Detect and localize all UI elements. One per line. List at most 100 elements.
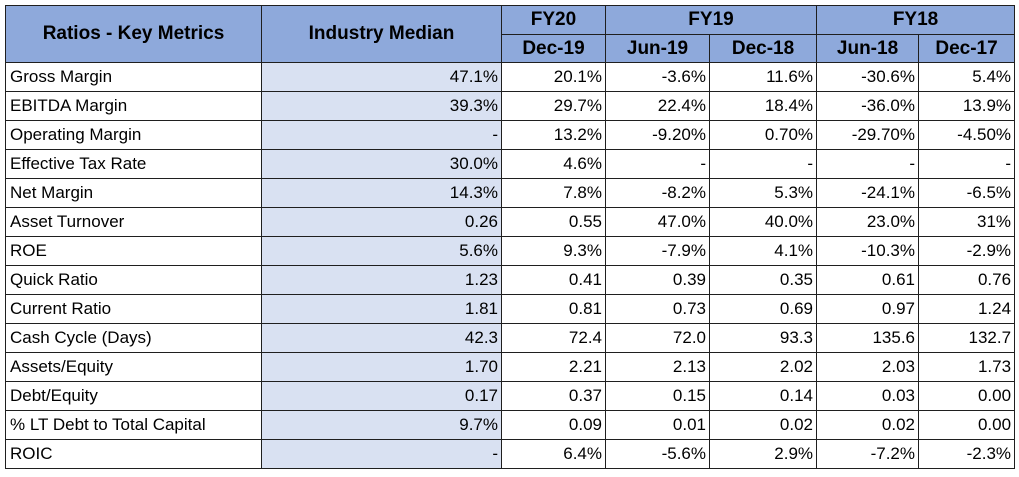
table-row: ROE 5.6% 9.3% -7.9% 4.1% -10.3% -2.9%	[5, 236, 1016, 266]
period-value-cell: 1.73	[918, 352, 1016, 382]
metric-name-cell: Net Margin	[5, 178, 262, 208]
period-value-cell: 0.09	[501, 410, 606, 440]
industry-median-cell: 39.3%	[261, 91, 502, 121]
metric-name-cell: ROE	[5, 236, 262, 266]
metric-name-cell: Current Ratio	[5, 294, 262, 324]
period-value-cell: 0.41	[501, 265, 606, 295]
period-value-cell: 0.14	[708, 381, 818, 411]
table-row: Gross Margin 47.1% 20.1% -3.6% 11.6% -30.6% 5.…	[5, 62, 1016, 92]
table-header: Ratios - Key Metrics Industry Median FY2…	[5, 5, 1016, 63]
period-value-cell: 0.00	[918, 381, 1016, 411]
period-value-cell: 47.0%	[605, 207, 710, 237]
industry-median-cell: 47.1%	[261, 62, 502, 92]
metric-name-cell: Debt/Equity	[5, 381, 262, 411]
industry-median-cell: -	[261, 120, 502, 150]
period-value-cell: 2.21	[501, 352, 606, 382]
period-value-cell: 0.02	[816, 410, 920, 440]
metric-name-cell: % LT Debt to Total Capital	[5, 410, 262, 440]
table-row: Operating Margin -13.2% -9.20% 0.70% -29.70%…	[5, 120, 1016, 150]
period-value-cell: 20.1%	[501, 62, 606, 92]
period-value-cell: 0.39	[605, 265, 710, 295]
period-value-cell: 0.81	[501, 294, 606, 324]
header-fy18: FY18	[816, 5, 1016, 35]
period-value-cell: -24.1%	[816, 178, 920, 208]
period-value-cell: 0.55	[501, 207, 606, 237]
period-value-cell: 2.9%	[708, 439, 818, 469]
header-period-jun-18: Jun-18	[816, 34, 920, 63]
period-value-cell: -9.20%	[605, 120, 710, 150]
table-body: Gross Margin 47.1% 20.1% -3.6% 11.6% -30.6% 5.…	[5, 62, 1016, 469]
table-row: % LT Debt to Total Capital 9.7% 0.09 0.01 0.…	[5, 410, 1016, 440]
period-value-cell: -2.3%	[918, 439, 1016, 469]
period-value-cell: 23.0%	[816, 207, 920, 237]
table-row: Net Margin 14.3% 7.8% -8.2% 5.3% -24.1% -6.5%	[5, 178, 1016, 208]
period-value-cell: -	[708, 149, 818, 179]
industry-median-cell: 0.17	[261, 381, 502, 411]
period-value-cell: 29.7%	[501, 91, 606, 121]
period-value-cell: 135.6	[816, 323, 920, 353]
period-value-cell: 4.1%	[708, 236, 818, 266]
period-value-cell: 7.8%	[501, 178, 606, 208]
period-value-cell: 4.6%	[501, 149, 606, 179]
period-value-cell: -	[816, 149, 920, 179]
period-value-cell: -29.70%	[816, 120, 920, 150]
period-value-cell: 22.4%	[605, 91, 710, 121]
header-industry-median: Industry Median	[261, 5, 502, 63]
header-fy19: FY19	[604, 5, 818, 35]
period-value-cell: 0.61	[816, 265, 920, 295]
period-value-cell: 9.3%	[501, 236, 606, 266]
period-value-cell: 2.03	[816, 352, 920, 382]
period-value-cell: 2.02	[708, 352, 818, 382]
period-value-cell: 5.4%	[918, 62, 1016, 92]
key-metrics-table: Ratios - Key Metrics Industry Median FY2…	[5, 5, 1016, 469]
period-value-cell: 5.3%	[708, 178, 818, 208]
header-row-fiscal-years: Ratios - Key Metrics Industry Median FY2…	[5, 5, 1016, 63]
period-value-cell: 6.4%	[501, 439, 606, 469]
header-period-dec-17: Dec-17	[918, 34, 1016, 63]
period-value-cell: -	[918, 149, 1016, 179]
industry-median-cell: 5.6%	[261, 236, 502, 266]
table-row: ROIC -6.4% -5.6% 2.9% -7.2% -2.3%	[5, 439, 1016, 469]
metric-name-cell: Asset Turnover	[5, 207, 262, 237]
industry-median-cell: 30.0%	[261, 149, 502, 179]
period-value-cell: 0.69	[708, 294, 818, 324]
period-value-cell: 0.76	[918, 265, 1016, 295]
industry-median-cell: 42.3	[261, 323, 502, 353]
metric-name-cell: Cash Cycle (Days)	[5, 323, 262, 353]
period-value-cell: 11.6%	[708, 62, 818, 92]
metric-name-cell: EBITDA Margin	[5, 91, 262, 121]
period-value-cell: -6.5%	[918, 178, 1016, 208]
period-value-cell: 13.2%	[501, 120, 606, 150]
industry-median-cell: 9.7%	[261, 410, 502, 440]
period-value-cell: 0.97	[816, 294, 920, 324]
period-value-cell: -	[605, 149, 710, 179]
period-value-cell: 0.00	[918, 410, 1016, 440]
header-row-periods: Dec-19 Jun-19 Dec-18 Jun-18 Dec-17	[6, 34, 1016, 63]
table-row: Current Ratio 1.81 0.81 0.73 0.69 0.97 1.24	[5, 294, 1016, 324]
table-row: Assets/Equity 1.70 2.21 2.13 2.02 2.03 1.73	[5, 352, 1016, 382]
period-value-cell: 0.73	[605, 294, 710, 324]
industry-median-cell: -	[261, 439, 502, 469]
table-row: Debt/Equity 0.17 0.37 0.15 0.14 0.03 0.00	[5, 381, 1016, 411]
period-value-cell: -10.3%	[816, 236, 920, 266]
industry-median-cell: 1.70	[261, 352, 502, 382]
table-row: Quick Ratio 1.23 0.41 0.39 0.35 0.61 0.76	[5, 265, 1016, 295]
period-value-cell: 0.70%	[708, 120, 818, 150]
header-period-dec-18: Dec-18	[708, 34, 818, 63]
period-value-cell: 93.3	[708, 323, 818, 353]
period-value-cell: 132.7	[918, 323, 1016, 353]
period-value-cell: 2.13	[605, 352, 710, 382]
period-value-cell: -8.2%	[605, 178, 710, 208]
industry-median-cell: 0.26	[261, 207, 502, 237]
industry-median-cell: 14.3%	[261, 178, 502, 208]
table-row: Cash Cycle (Days) 42.3 72.4 72.0 93.3 135.6 13…	[5, 323, 1016, 353]
metric-name-cell: Assets/Equity	[5, 352, 262, 382]
period-value-cell: 0.02	[708, 410, 818, 440]
period-value-cell: 0.37	[501, 381, 606, 411]
metric-name-cell: ROIC	[5, 439, 262, 469]
period-value-cell: -30.6%	[816, 62, 920, 92]
period-value-cell: 0.01	[605, 410, 710, 440]
period-value-cell: 72.0	[605, 323, 710, 353]
period-value-cell: 31%	[918, 207, 1016, 237]
period-value-cell: -2.9%	[918, 236, 1016, 266]
